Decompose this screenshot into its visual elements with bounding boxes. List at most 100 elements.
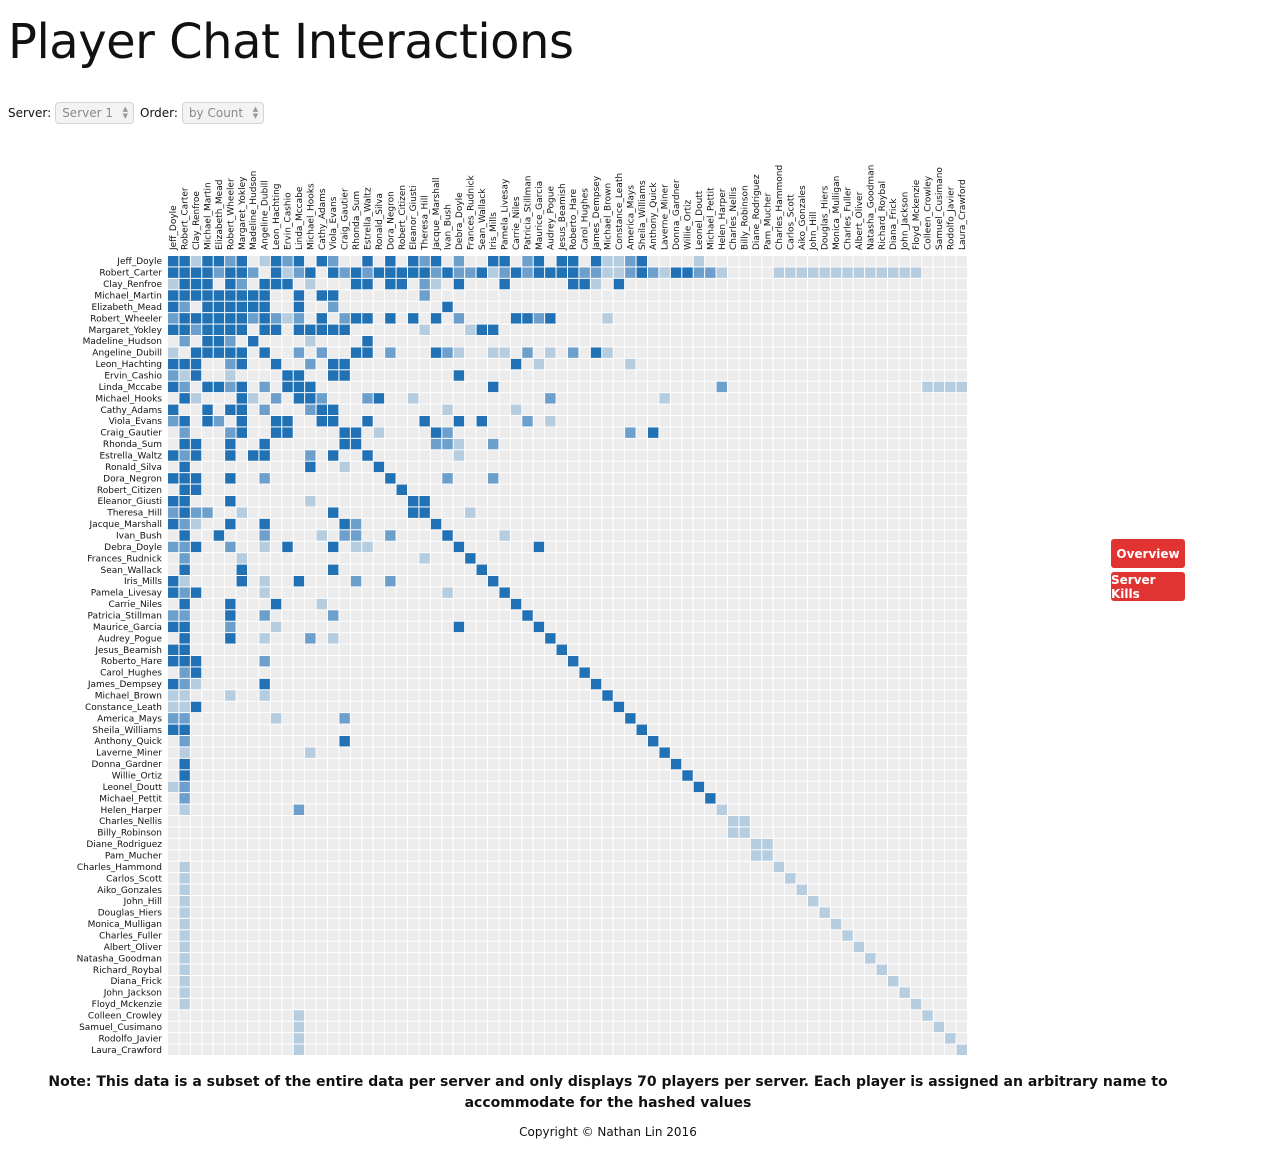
matrix-cell[interactable] — [876, 598, 887, 610]
matrix-cell[interactable] — [762, 1021, 773, 1033]
matrix-cell[interactable] — [408, 701, 419, 713]
matrix-cell[interactable] — [933, 290, 945, 301]
matrix-cell[interactable] — [270, 633, 282, 644]
matrix-cell[interactable] — [830, 564, 842, 575]
matrix-cell[interactable] — [716, 644, 727, 655]
matrix-cell[interactable] — [168, 838, 179, 850]
matrix-cell[interactable] — [602, 987, 613, 998]
matrix-cell[interactable] — [785, 507, 796, 518]
matrix-cell[interactable] — [819, 736, 830, 747]
matrix-cell[interactable] — [945, 861, 956, 873]
matrix-cell[interactable] — [408, 290, 419, 301]
matrix-cell[interactable] — [853, 358, 865, 370]
matrix-cell[interactable] — [202, 678, 213, 690]
matrix-cell[interactable] — [442, 770, 453, 781]
matrix-cell[interactable] — [556, 964, 567, 975]
matrix-cell[interactable] — [373, 907, 385, 918]
matrix-cell[interactable] — [922, 804, 933, 815]
matrix-cell[interactable] — [373, 758, 385, 770]
matrix-cell[interactable] — [579, 690, 590, 701]
matrix-cell[interactable] — [499, 576, 510, 587]
matrix-cell[interactable] — [385, 976, 396, 987]
matrix-cell[interactable] — [922, 656, 933, 667]
matrix-cell[interactable] — [545, 678, 556, 690]
matrix-cell[interactable] — [602, 336, 613, 347]
matrix-cell[interactable] — [202, 610, 213, 621]
matrix-cell[interactable] — [350, 816, 362, 827]
matrix-cell[interactable] — [785, 678, 796, 690]
matrix-cell[interactable] — [625, 438, 636, 450]
matrix-cell[interactable] — [888, 267, 899, 278]
matrix-cell[interactable] — [899, 370, 910, 381]
matrix-cell[interactable] — [910, 758, 922, 770]
matrix-cell[interactable] — [453, 713, 465, 724]
matrix-cell[interactable] — [682, 827, 693, 838]
matrix-cell[interactable] — [796, 518, 807, 530]
matrix-cell[interactable] — [568, 987, 579, 998]
matrix-cell[interactable] — [659, 336, 670, 347]
matrix-cell[interactable] — [282, 747, 293, 758]
matrix-cell[interactable] — [282, 1044, 293, 1055]
matrix-cell[interactable] — [499, 610, 510, 621]
matrix-cell[interactable] — [682, 541, 693, 553]
matrix-cell[interactable] — [830, 907, 842, 918]
matrix-cell[interactable] — [956, 838, 967, 850]
matrix-cell[interactable] — [556, 553, 567, 564]
matrix-cell[interactable] — [922, 713, 933, 724]
matrix-cell[interactable] — [796, 873, 807, 884]
matrix-cell[interactable] — [430, 781, 442, 793]
matrix-cell[interactable] — [545, 278, 556, 290]
matrix-cell[interactable] — [819, 313, 830, 324]
matrix-cell[interactable] — [773, 941, 785, 953]
matrix-cell[interactable] — [453, 987, 465, 998]
matrix-cell[interactable] — [476, 793, 487, 804]
matrix-cell[interactable] — [373, 633, 385, 644]
matrix-cell[interactable] — [830, 484, 842, 495]
matrix-cell[interactable] — [328, 964, 339, 975]
matrix-cell[interactable] — [602, 587, 613, 598]
matrix-cell[interactable] — [236, 781, 247, 793]
matrix-cell[interactable] — [476, 358, 487, 370]
matrix-cell[interactable] — [556, 313, 567, 324]
matrix-cell[interactable] — [316, 1044, 327, 1055]
matrix-cell[interactable] — [533, 907, 545, 918]
matrix-cell[interactable] — [830, 393, 842, 404]
matrix-cell[interactable] — [728, 301, 739, 313]
matrix-cell[interactable] — [590, 736, 602, 747]
matrix-cell[interactable] — [625, 256, 636, 267]
matrix-cell[interactable] — [922, 587, 933, 598]
matrix-cell[interactable] — [773, 827, 785, 838]
matrix-cell[interactable] — [728, 667, 739, 678]
matrix-cell[interactable] — [876, 1033, 887, 1044]
matrix-cell[interactable] — [945, 930, 956, 941]
matrix-cell[interactable] — [248, 930, 259, 941]
matrix-cell[interactable] — [796, 758, 807, 770]
matrix-cell[interactable] — [259, 964, 270, 975]
matrix-cell[interactable] — [613, 324, 625, 335]
matrix-cell[interactable] — [545, 484, 556, 495]
matrix-cell[interactable] — [750, 656, 762, 667]
matrix-cell[interactable] — [453, 324, 465, 335]
matrix-cell[interactable] — [248, 884, 259, 895]
matrix-cell[interactable] — [510, 667, 522, 678]
matrix-cell[interactable] — [499, 827, 510, 838]
matrix-cell[interactable] — [362, 507, 373, 518]
matrix-cell[interactable] — [442, 541, 453, 553]
matrix-cell[interactable] — [213, 1021, 225, 1033]
matrix-cell[interactable] — [236, 461, 247, 473]
matrix-cell[interactable] — [248, 964, 259, 975]
matrix-cell[interactable] — [705, 290, 716, 301]
matrix-cell[interactable] — [625, 473, 636, 484]
matrix-cell[interactable] — [682, 804, 693, 815]
matrix-cell[interactable] — [316, 690, 327, 701]
matrix-cell[interactable] — [568, 496, 579, 507]
matrix-cell[interactable] — [842, 393, 853, 404]
matrix-cell[interactable] — [590, 358, 602, 370]
matrix-cell[interactable] — [922, 610, 933, 621]
matrix-cell[interactable] — [419, 873, 430, 884]
matrix-cell[interactable] — [888, 930, 899, 941]
matrix-cell[interactable] — [899, 770, 910, 781]
matrix-cell[interactable] — [465, 370, 476, 381]
matrix-cell[interactable] — [305, 873, 316, 884]
matrix-cell[interactable] — [842, 427, 853, 438]
